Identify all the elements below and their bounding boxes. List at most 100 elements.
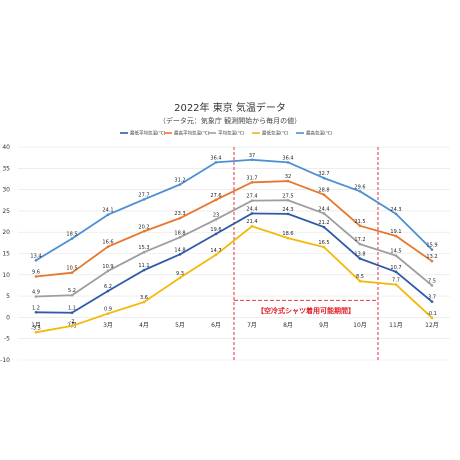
data-point [34,259,38,262]
data-label: 3.6 [140,295,148,301]
data-point [214,218,218,221]
data-point [142,268,146,272]
data-label: 5.2 [68,288,76,294]
data-label: 6.2 [104,284,112,290]
data-point [106,312,110,315]
data-label: 15.3 [138,245,149,251]
data-point [286,212,290,216]
data-label: 3.7 [428,295,436,301]
y-tick-label: 10 [2,272,10,279]
legend-item: 最高平均気温(℃) [164,130,210,137]
data-label: 31.2 [174,177,185,183]
data-point [430,259,434,263]
data-label: 27.5 [282,193,293,199]
data-label: 24.4 [318,206,329,212]
legend-label: 最高平均気温(℃) [174,130,210,137]
data-label: 19.6 [210,227,221,233]
data-label: 32 [285,174,291,180]
data-label: 20.2 [138,224,149,230]
data-label: 1.1 [68,306,76,312]
annotation-label: 【空冷式シャツ着用可能期間】 [257,306,355,315]
data-point [358,190,362,193]
data-label: -0.1 [427,311,437,317]
data-label: 15.9 [426,243,437,249]
data-point [34,310,38,314]
legend: 最低平均気温(℃) 最高平均気温(℃) 平均気温(℃) 最低気温(℃) 最高気温(℃) [120,130,333,137]
data-label: 13.4 [30,253,41,259]
data-point [70,293,74,297]
data-label: 24.3 [390,207,401,213]
data-label: 10.7 [390,265,401,271]
data-point [142,250,146,254]
series-line [35,158,433,262]
data-label: 9.3 [176,271,184,277]
data-point [286,179,290,183]
annotation: 【空冷式シャツ着用可能期間】 [233,147,379,360]
x-tick-label: 10月 [353,322,367,329]
data-point [322,245,326,249]
y-tick-label: -10 [0,357,10,364]
data-point [322,176,326,180]
x-tick-label: 8月 [283,322,293,329]
legend-item: 最低気温(℃) [252,130,289,137]
data-label: 0.9 [104,307,112,313]
y-tick-label: 30 [2,187,10,194]
x-tick-label: 3月 [103,322,113,329]
data-point [214,232,218,236]
x-tick-label: 9月 [319,322,329,329]
data-label: 31.7 [246,175,257,181]
data-point [142,300,146,304]
series-最高気温(℃): 13.4 18.5 24.1 27.7 31.2 36.4 37 36.4 32.7 29.6 24… [30,153,438,262]
data-label: 9.6 [32,270,40,276]
series-最高平均気温(℃): 9.6 10.5 16.6 20.2 23.3 27.6 31.7 32 28.8 21.5 19.… [32,174,438,278]
data-label: 21.4 [246,219,257,225]
data-label: -3.5 [31,325,41,331]
chart-subtitle: （データ元：気象庁 観測開始から毎月の値） [159,116,301,125]
data-label: 10.5 [66,266,77,272]
x-tick-label: 4月 [139,322,149,329]
data-point [70,324,74,328]
y-tick-label: 5 [6,293,10,300]
data-point [106,245,110,248]
legend-item: 最低平均気温(℃) [120,130,166,137]
data-label: 14.7 [210,248,221,254]
data-label: 27.7 [138,192,149,198]
data-label: 21.5 [354,219,365,225]
data-label: 19.1 [390,229,401,235]
data-label: 17.2 [354,237,365,243]
data-point [286,236,290,240]
data-point [106,289,110,293]
data-point [214,198,218,202]
x-tick-label: 7月 [247,322,257,329]
data-point [70,237,74,240]
data-point [394,283,398,286]
chart-title: 2022年 東京 気温データ [174,101,286,114]
y-tick-label: -5 [4,336,10,343]
data-point [430,248,434,251]
data-point [70,311,74,315]
data-point [322,193,326,197]
data-point [250,158,254,162]
data-label: 23.3 [174,211,185,217]
data-label: 14.8 [174,247,185,253]
data-label: 13.2 [426,254,437,260]
data-point [250,212,254,215]
data-point [178,236,182,239]
series-group: 1.2 1.1 6.2 11.1 14.8 19.6 24.4 24.3 21.2 13.8 10.… [30,153,438,334]
data-label: 13.8 [354,252,365,258]
x-tick-label: 11月 [389,322,403,329]
legend-item: 最高気温(℃) [296,130,333,137]
data-label: 27.4 [246,194,257,200]
legend-label: 最低平均気温(℃) [130,130,166,137]
data-point [394,212,398,216]
data-point [286,161,290,164]
data-label: 37 [249,153,255,159]
series-平均気温(℃): 4.9 5.2 10.9 15.3 18.8 23 27.4 27.5 24.4 17.2 14.5… [32,193,436,298]
series-line [35,180,433,278]
x-tick-label: 5月 [175,322,185,329]
data-label: -2 [70,319,75,325]
data-label: 27.6 [210,193,221,199]
data-point [178,183,182,186]
data-label: 21.2 [318,220,329,226]
y-axis-ticks: -10 -5 0 5 10 15 20 25 30 35 40 [0,144,10,364]
